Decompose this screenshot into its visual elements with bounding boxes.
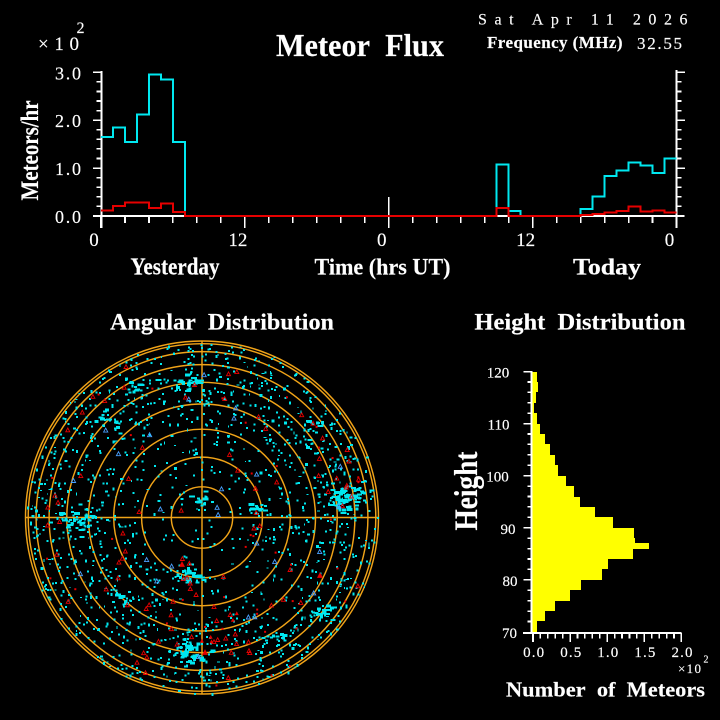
svg-text:70: 70	[502, 626, 517, 642]
svg-text:2.0: 2.0	[55, 111, 81, 131]
svg-text:0.0: 0.0	[55, 207, 81, 227]
svg-text:3.0: 3.0	[55, 63, 81, 83]
svg-text:120: 120	[487, 366, 510, 382]
svg-text:12: 12	[516, 230, 535, 251]
svg-text:0: 0	[89, 230, 99, 251]
svg-text:×10: ×10	[678, 661, 701, 676]
svg-text:Today: Today	[573, 255, 642, 280]
svg-text:Height Distribution: Height Distribution	[475, 310, 686, 335]
svg-text:100: 100	[486, 470, 509, 486]
svg-text:Meteor Flux: Meteor Flux	[276, 27, 444, 63]
svg-text:0: 0	[377, 230, 387, 251]
svg-text:1.0: 1.0	[597, 645, 618, 661]
svg-text:12: 12	[228, 230, 247, 251]
svg-text:110: 110	[488, 418, 510, 434]
svg-text:1.0: 1.0	[55, 159, 81, 179]
svg-text:Meteors/hr: Meteors/hr	[17, 101, 44, 201]
svg-text:2: 2	[704, 655, 709, 666]
svg-text:32.55: 32.55	[637, 34, 682, 53]
svg-text:Sat Apr 11 2026: Sat Apr 11 2026	[478, 12, 688, 29]
svg-text:0.0: 0.0	[523, 645, 544, 661]
svg-text:Yesterday: Yesterday	[131, 255, 220, 281]
svg-text:Number of Meteors: Number of Meteors	[506, 678, 705, 702]
svg-text:Angular Distribution: Angular Distribution	[110, 310, 334, 335]
svg-text:Time (hrs UT): Time (hrs UT)	[315, 255, 451, 280]
svg-text:90: 90	[501, 522, 516, 538]
svg-text:80: 80	[503, 574, 518, 590]
svg-text:0: 0	[665, 230, 675, 251]
svg-text:2: 2	[77, 20, 85, 37]
svg-text:0.5: 0.5	[560, 645, 581, 661]
svg-text:Frequency (MHz): Frequency (MHz)	[487, 33, 623, 52]
svg-text:1.5: 1.5	[634, 645, 655, 661]
svg-text:2.0: 2.0	[672, 645, 693, 661]
svg-text:Height: Height	[449, 451, 485, 530]
svg-text:×10: ×10	[38, 34, 79, 55]
